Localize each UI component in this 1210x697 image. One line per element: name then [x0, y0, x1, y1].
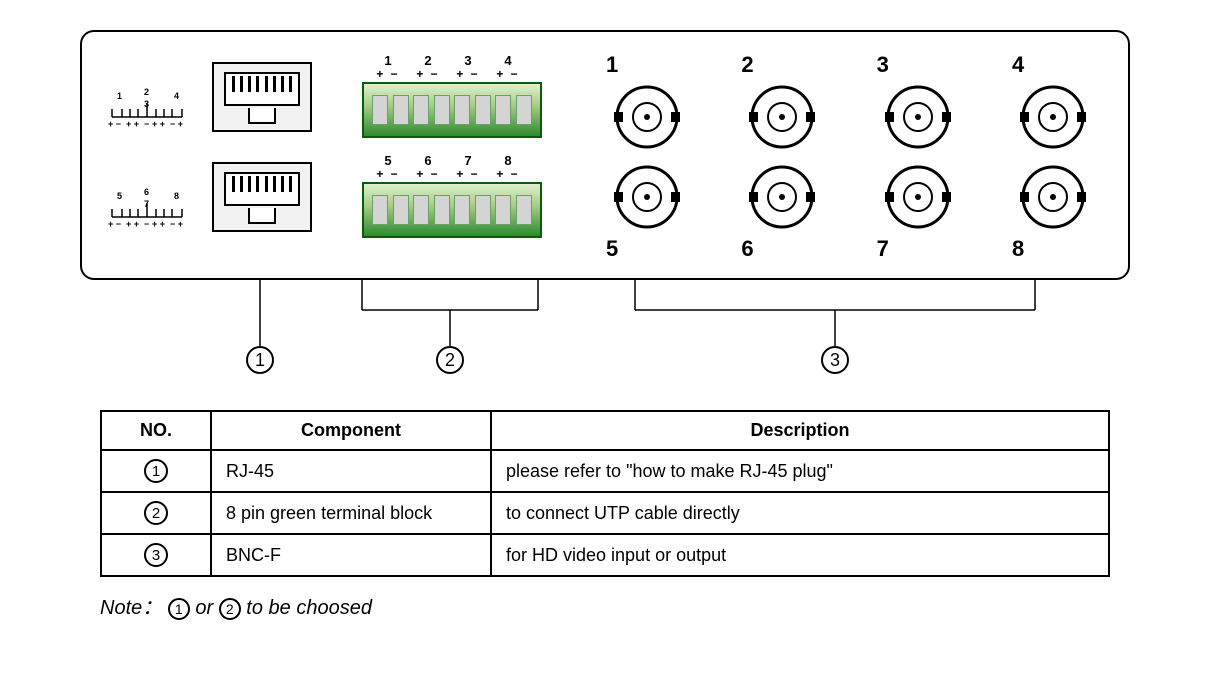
row-description: for HD video input or output	[491, 534, 1109, 576]
table-row: 1 RJ-45 please refer to "how to make RJ-…	[101, 450, 1109, 492]
note-prefix: Note：	[100, 597, 162, 619]
tb-label-polarity: + −	[416, 167, 439, 181]
bnc-connector	[612, 82, 682, 152]
bnc-number: 6	[737, 236, 827, 262]
pinmap-num: 5	[117, 191, 122, 201]
pinmap-num: 2	[144, 87, 149, 97]
components-table: NO. Component Description 1 RJ-45 please…	[100, 410, 1110, 577]
tb-label-polarity: + −	[376, 167, 399, 181]
svg-text:+ −: + −	[108, 119, 121, 127]
device-back-panel: 1 2 3 4 + − + + − + + − + 5 6 7 8 + −	[80, 30, 1130, 280]
pinmap-num: 3	[144, 99, 149, 109]
tb-label-polarity: + −	[376, 67, 399, 81]
row-number: 1	[144, 459, 168, 483]
th-component: Component	[211, 411, 491, 450]
table-header-row: NO. Component Description	[101, 411, 1109, 450]
rj45-port-bottom	[212, 162, 312, 232]
th-no: NO.	[101, 411, 211, 450]
rj45-port-top	[212, 62, 312, 132]
tb-label-polarity: + −	[496, 67, 519, 81]
svg-text:+ +: + +	[152, 219, 165, 227]
svg-text:− +: − +	[170, 119, 183, 127]
bnc-connector-area: 1 2 3 4 5 6 7 8	[602, 52, 1098, 258]
svg-text:+ +: + +	[152, 119, 165, 127]
tb-label-polarity: + −	[416, 67, 439, 81]
bnc-connector	[747, 82, 817, 152]
pinmap-num: 4	[174, 91, 179, 101]
row-component: BNC-F	[211, 534, 491, 576]
tb-label-num: 4	[504, 53, 511, 68]
tb-label-num: 5	[384, 153, 391, 168]
row-component: 8 pin green terminal block	[211, 492, 491, 534]
svg-text:−: −	[144, 219, 149, 227]
table-row: 2 8 pin green terminal block to connect …	[101, 492, 1109, 534]
row-number: 3	[144, 543, 168, 567]
row-description: please refer to "how to make RJ-45 plug"	[491, 450, 1109, 492]
row-description: to connect UTP cable directly	[491, 492, 1109, 534]
svg-text:+ −: + −	[108, 219, 121, 227]
table-row: 3 BNC-F for HD video input or output	[101, 534, 1109, 576]
bnc-number: 4	[1008, 52, 1098, 78]
pinmap-num: 6	[144, 187, 149, 197]
row-number: 2	[144, 501, 168, 525]
bnc-connector	[612, 162, 682, 232]
svg-text:−: −	[144, 119, 149, 127]
bnc-number: 2	[737, 52, 827, 78]
terminal-block-top: 1+ − 2+ − 3+ − 4+ −	[362, 54, 542, 138]
note-suffix: to be choosed	[246, 597, 372, 619]
bnc-connector	[1018, 162, 1088, 232]
th-description: Description	[491, 411, 1109, 450]
tb-label-num: 2	[424, 53, 431, 68]
footnote: Note： 1 or 2 to be choosed	[100, 591, 1130, 620]
bnc-number: 1	[602, 52, 692, 78]
svg-text:− +: − +	[170, 219, 183, 227]
rj45-pinmap-1-4: 1 2 3 4 + − + + − + + − +	[102, 87, 192, 127]
tb-label-polarity: + −	[456, 167, 479, 181]
bnc-connector	[883, 82, 953, 152]
bnc-number: 3	[873, 52, 963, 78]
bnc-connector	[883, 162, 953, 232]
terminal-block-bottom: 5+ − 6+ − 7+ − 8+ −	[362, 154, 542, 238]
pinmap-num: 1	[117, 91, 122, 101]
bnc-connector	[1018, 82, 1088, 152]
callout-number-2: 2	[436, 346, 464, 374]
pinmap-num: 8	[174, 191, 179, 201]
tb-label-polarity: + −	[456, 67, 479, 81]
tb-label-num: 1	[384, 53, 391, 68]
callout-number-3: 3	[821, 346, 849, 374]
bnc-connector	[747, 162, 817, 232]
tb-label-num: 7	[464, 153, 471, 168]
pinmap-num: 7	[144, 199, 149, 209]
bnc-number: 7	[873, 236, 963, 262]
bnc-number: 8	[1008, 236, 1098, 262]
bnc-number: 5	[602, 236, 692, 262]
svg-text:+ +: + +	[126, 119, 139, 127]
callout-number-1: 1	[246, 346, 274, 374]
svg-text:+ +: + +	[126, 219, 139, 227]
tb-label-num: 6	[424, 153, 431, 168]
tb-label-polarity: + −	[496, 167, 519, 181]
note-mid: or	[195, 597, 218, 619]
tb-label-num: 8	[504, 153, 511, 168]
row-component: RJ-45	[211, 450, 491, 492]
callout-area: 1 2 3	[80, 280, 1130, 390]
note-ref-1: 1	[168, 598, 190, 620]
tb-label-num: 3	[464, 53, 471, 68]
note-ref-2: 2	[219, 598, 241, 620]
rj45-pinmap-5-8: 5 6 7 8 + − + + − + + − +	[102, 187, 192, 227]
